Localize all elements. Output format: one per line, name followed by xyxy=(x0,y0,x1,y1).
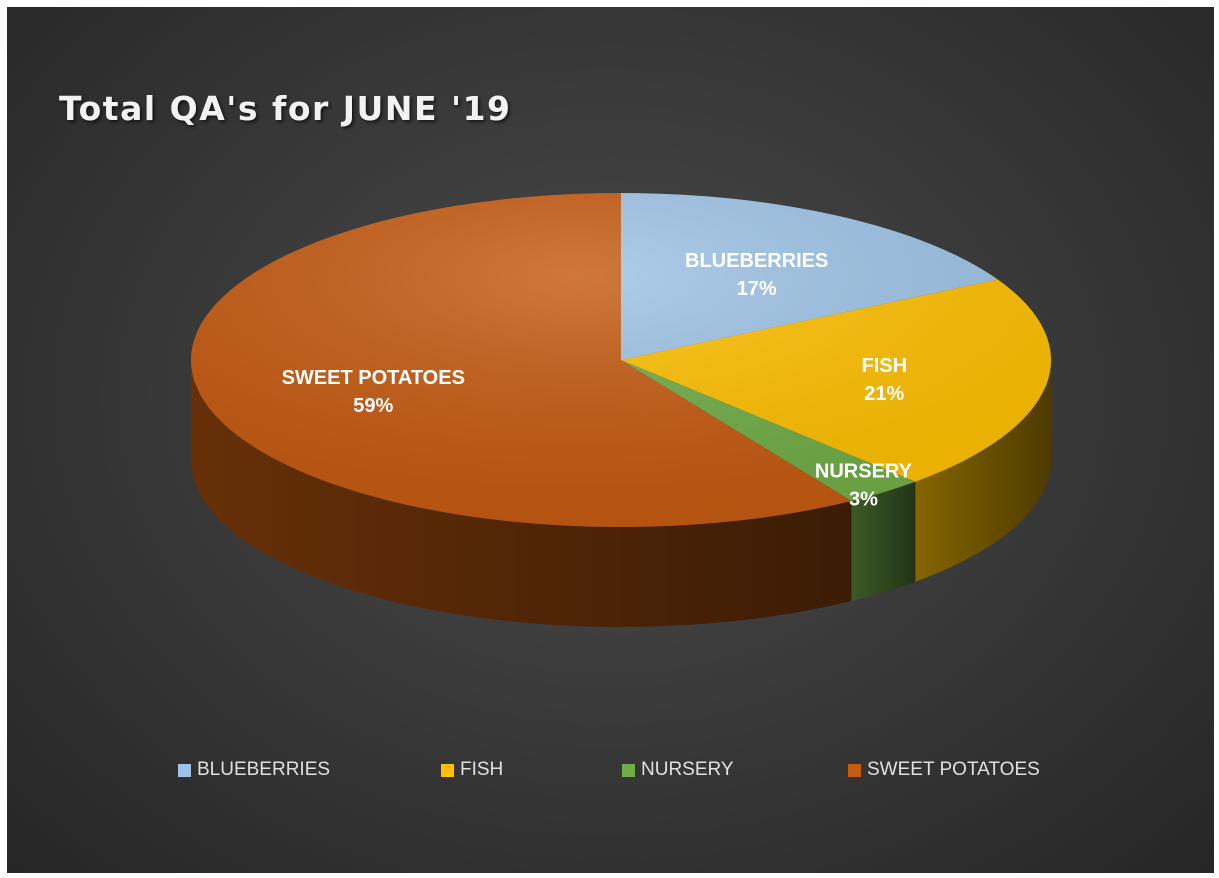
data-label-category-nursery: NURSERY xyxy=(815,460,913,482)
data-label-value-fish: 21% xyxy=(864,383,904,405)
data-label-value-nursery: 3% xyxy=(849,488,878,510)
pie-side-shade xyxy=(851,481,916,602)
legend-swatch-sweet-potatoes xyxy=(848,763,861,777)
data-label-category-sweet-potatoes: SWEET POTATOES xyxy=(282,367,465,389)
chart-title: Total QA's for JUNE '19 xyxy=(59,89,512,128)
pie-side-group xyxy=(191,360,1051,627)
data-label-category-fish: FISH xyxy=(862,355,908,377)
legend-item-nursery: NURSERY xyxy=(622,759,734,781)
pie-top-group xyxy=(191,193,1051,527)
legend-label-fish: FISH xyxy=(460,759,504,780)
data-label-value-sweet-potatoes: 59% xyxy=(353,395,393,417)
legend-item-blueberries: BLUEBERRIES xyxy=(178,759,330,781)
legend-item-sweet-potatoes: SWEET POTATOES xyxy=(848,759,1040,781)
chart-area: Total QA's for JUNE '19 BLUEBERRIES 17% FI… xyxy=(7,7,1214,873)
legend-label-nursery: NURSERY xyxy=(641,759,734,780)
data-label-category-blueberries: BLUEBERRIES xyxy=(685,250,828,272)
legend-swatch-fish xyxy=(441,763,454,777)
data-label-group: BLUEBERRIES 17% FISH 21% NURSERY 3% SWEET POTA… xyxy=(282,250,913,511)
legend-label-blueberries: BLUEBERRIES xyxy=(197,759,331,780)
pie-side-shade xyxy=(191,360,852,627)
legend-label-sweet-potatoes: SWEET POTATOES xyxy=(867,759,1040,780)
legend-item-fish: FISH xyxy=(441,759,503,781)
data-label-value-blueberries: 17% xyxy=(737,278,777,300)
pie-side-shade xyxy=(915,360,1051,582)
legend-swatch-nursery xyxy=(622,763,635,777)
legend: BLUEBERRIES FISH NURSERY SWEET POTATOES xyxy=(7,759,1214,789)
pie-chart: BLUEBERRIES 17% FISH 21% NURSERY 3% SWEET POTA… xyxy=(191,193,1051,627)
legend-swatch-blueberries xyxy=(178,763,191,777)
pie-top-sheen xyxy=(191,193,1051,527)
